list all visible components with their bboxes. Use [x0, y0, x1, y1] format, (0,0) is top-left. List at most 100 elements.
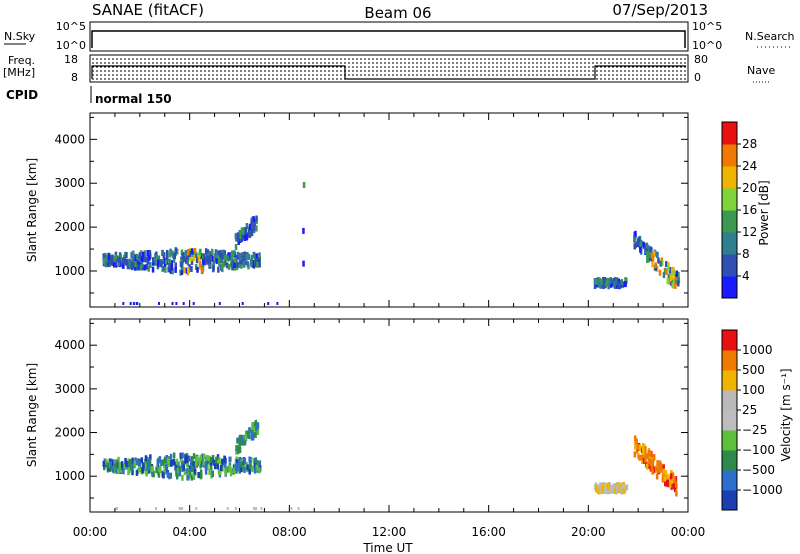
- echo-cell: [255, 424, 258, 431]
- echo-cell: [168, 258, 172, 265]
- echo-cell: [220, 253, 223, 260]
- echo-cell: [135, 469, 139, 476]
- echo-cell: [646, 463, 649, 470]
- echo-cell: [258, 460, 262, 467]
- echo-cell: [195, 257, 199, 264]
- echo-cell: [256, 425, 260, 432]
- echo-cell: [244, 434, 247, 441]
- echo-cell: [217, 266, 220, 273]
- echo-cell: [223, 250, 226, 257]
- echo-cell: [125, 252, 128, 258]
- echo-cell: [178, 470, 182, 477]
- echo-cell: [151, 466, 154, 472]
- echo-cell: [671, 282, 675, 289]
- echo-cell: [117, 260, 121, 267]
- echo-cell: [234, 256, 237, 263]
- velocity-panel-frame: [89, 318, 689, 513]
- echo-cell: [208, 261, 211, 267]
- echo-cell: [138, 252, 142, 259]
- echo-cell: [212, 459, 216, 466]
- velocity-echoes: [102, 419, 678, 510]
- echo-cell: [190, 266, 193, 272]
- echo-cell: [108, 259, 111, 266]
- echo-cell: [603, 482, 606, 488]
- echo-cell: [204, 259, 207, 266]
- echo-cell: [165, 252, 168, 259]
- y-tick-label: 3000: [54, 176, 85, 190]
- echo-cell: [193, 251, 196, 257]
- echo-cell: [132, 302, 135, 305]
- echo-cell: [129, 263, 132, 270]
- echo-cell: [185, 468, 189, 475]
- freq-panel: Freq. [MHz] 18 8 80 0 Nave: [3, 53, 775, 84]
- echo-cell: [108, 466, 112, 472]
- colorbar-segment: [722, 210, 737, 233]
- echo-cell: [646, 257, 649, 263]
- echo-cell: [184, 457, 187, 464]
- echo-cell: [199, 469, 203, 476]
- echo-cell: [218, 457, 221, 464]
- echo-cell: [186, 248, 190, 255]
- freq-label-line1: Freq.: [8, 54, 35, 67]
- echo-cell: [124, 457, 127, 464]
- echo-cell: [670, 279, 673, 286]
- echo-cell: [243, 235, 247, 241]
- echo-cell: [173, 253, 177, 260]
- echo-cell: [642, 241, 645, 248]
- echo-cell: [231, 251, 234, 258]
- echo-cell: [636, 444, 639, 451]
- echo-cell: [103, 464, 106, 471]
- echo-cell: [125, 258, 129, 265]
- echo-cell: [244, 255, 248, 262]
- echo-cell: [217, 257, 221, 264]
- echo-cell: [163, 457, 167, 464]
- echo-cell: [102, 460, 105, 467]
- echo-cell: [248, 468, 251, 475]
- echo-cell: [238, 442, 241, 448]
- echo-cell: [649, 246, 652, 253]
- colorbar-segment: [722, 430, 737, 451]
- echo-cell: [212, 259, 215, 266]
- echo-cell: [613, 488, 616, 494]
- echo-cell: [178, 465, 181, 472]
- echo-cell: [608, 277, 612, 284]
- echo-cell: [144, 455, 148, 462]
- echo-cell: [111, 466, 115, 473]
- echo-cell: [199, 248, 202, 255]
- velocity-y-axis: 1000 2000 3000 4000: [54, 322, 688, 499]
- echo-cell: [201, 267, 204, 274]
- echo-cell: [637, 452, 640, 459]
- echo-cell: [246, 464, 249, 471]
- echo-cell: [239, 434, 242, 441]
- echo-cell: [638, 454, 641, 461]
- echo-cell: [604, 487, 608, 494]
- echo-cell: [121, 262, 125, 269]
- echo-cell: [179, 507, 182, 510]
- noise-left-tick-bottom: 10^0: [56, 39, 86, 52]
- echo-cell: [669, 473, 673, 480]
- echo-cell: [181, 252, 184, 259]
- echo-cell: [157, 255, 161, 262]
- echo-cell: [664, 470, 668, 477]
- echo-cell: [231, 258, 234, 265]
- echo-cell: [234, 244, 238, 250]
- colorbar-segment: [722, 232, 737, 255]
- echo-cell: [241, 436, 244, 443]
- echo-cell: [619, 482, 623, 489]
- echo-cell: [605, 280, 608, 287]
- echo-cell: [192, 471, 195, 478]
- echo-cell: [131, 256, 134, 263]
- power-y-axis: 1000 2000 3000 4000: [54, 116, 688, 294]
- echo-cell: [253, 224, 257, 231]
- echo-cell: [171, 268, 174, 275]
- echo-cell: [624, 281, 627, 287]
- echo-cell: [105, 459, 108, 466]
- echo-cell: [140, 457, 144, 464]
- echo-cell: [135, 253, 139, 260]
- echo-cell: [245, 430, 248, 437]
- noise-sky-label: N.Sky: [4, 30, 36, 43]
- echo-cell: [256, 460, 259, 467]
- echo-cell: [196, 266, 199, 273]
- echo-cell: [192, 453, 196, 460]
- echo-cell: [669, 275, 673, 281]
